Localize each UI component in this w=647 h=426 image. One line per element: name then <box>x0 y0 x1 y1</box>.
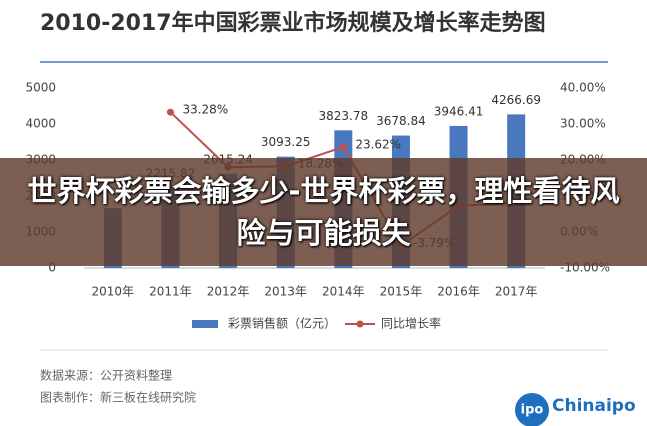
source-note: 数据来源：公开资料整理 <box>40 368 172 383</box>
overlay-banner: 世界杯彩票会输多少-世界杯彩票，理性看待风险与可能损失 <box>0 158 647 266</box>
growth-point <box>166 108 174 116</box>
legend-label: 彩票销售额（亿元） <box>228 316 336 331</box>
y2-tick-label: 40.00% <box>560 81 606 95</box>
x-tick-label: 2016年 <box>437 285 480 299</box>
y-tick-label: 0 <box>48 261 56 275</box>
chart-title: 2010-2017年中国彩票业市场规模及增长率走势图 <box>40 10 546 36</box>
x-tick-label: 2015年 <box>380 285 423 299</box>
x-tick-label: 2012年 <box>207 285 250 299</box>
legend-label: 同比增长率 <box>381 316 441 331</box>
logo-text: Chinaipo <box>552 396 636 416</box>
bar-value-label: 3946.41 <box>434 104 484 118</box>
x-tick-label: 2017年 <box>495 285 538 299</box>
bar-value-label: 3093.25 <box>261 135 311 149</box>
x-tick-label: 2010年 <box>92 285 135 299</box>
maker-note: 图表制作：新三板在线研究院 <box>40 390 196 405</box>
bar-value-label: 3823.78 <box>319 109 369 123</box>
growth-point <box>339 143 347 151</box>
legend-swatch <box>192 320 218 328</box>
y2-tick-label: 30.00% <box>560 117 606 131</box>
bar-value-label: 4266.69 <box>491 93 541 107</box>
x-tick-label: 2013年 <box>264 285 307 299</box>
banner-text: 世界杯彩票会输多少-世界杯彩票，理性看待风险与可能损失 <box>27 174 620 250</box>
logo-icon <box>515 393 549 426</box>
x-tick-label: 2014年 <box>322 285 365 299</box>
logo-icon-text: ipo <box>521 403 544 418</box>
bar-value-label: 3678.84 <box>376 114 426 128</box>
y-tick-label: 4000 <box>25 117 56 131</box>
legend-swatch-dot <box>356 320 364 328</box>
line-value-label: 33.28% <box>182 103 228 117</box>
x-tick-label: 2011年 <box>149 285 192 299</box>
y-tick-label: 5000 <box>25 81 56 95</box>
line-value-label: 23.62% <box>355 137 401 151</box>
